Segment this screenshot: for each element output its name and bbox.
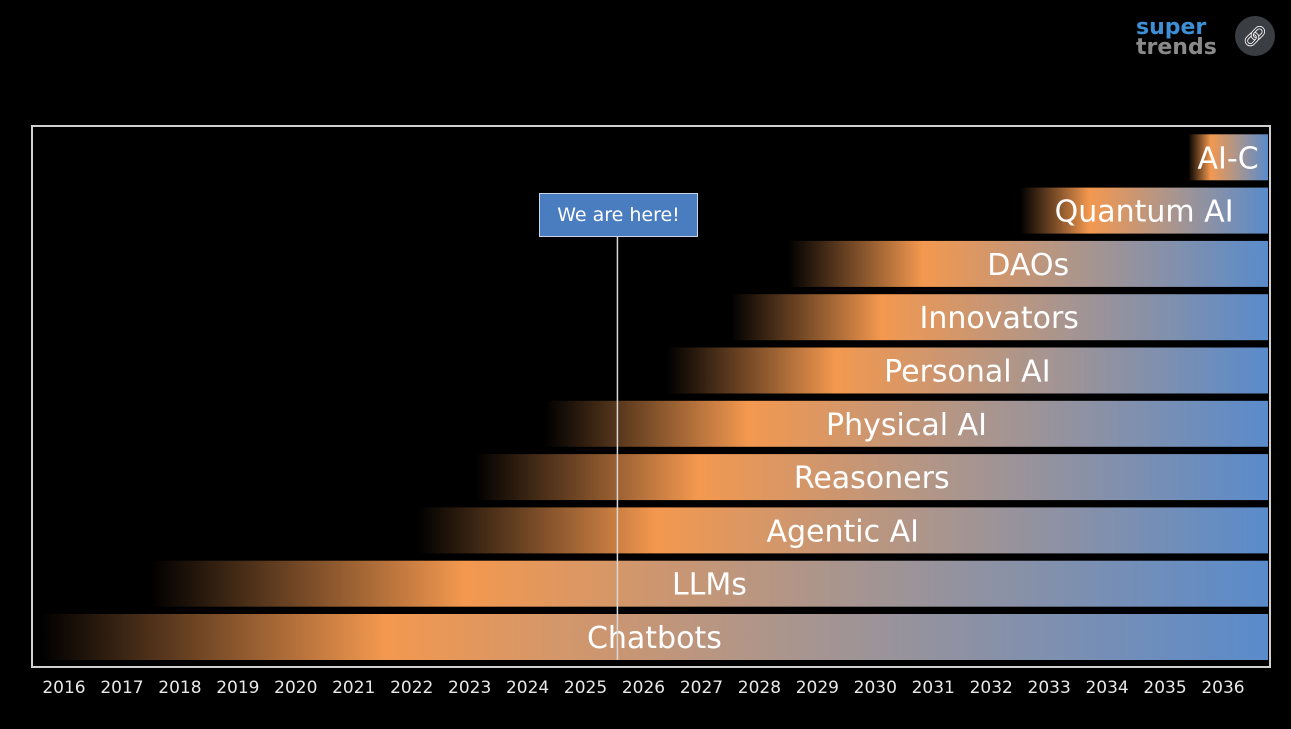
bar-personal-ai	[666, 347, 1268, 394]
bar-label: Physical AI	[826, 408, 987, 443]
logo-line2: trends	[1136, 35, 1217, 60]
bar-label: Agentic AI	[766, 514, 919, 549]
bar-ai-c	[1188, 134, 1268, 181]
bar-label: Reasoners	[794, 461, 950, 496]
bar-label: Innovators	[919, 301, 1078, 336]
bar-label: LLMs	[672, 568, 747, 603]
supertrends-logo: super trends	[1136, 15, 1217, 60]
plot-frame	[31, 125, 1271, 668]
x-tick-label: 2021	[332, 678, 375, 698]
x-tick-label: 2020	[274, 678, 317, 698]
bar-agentic-ai	[417, 507, 1268, 554]
bar-label: DAOs	[987, 248, 1069, 283]
x-tick-label: 2022	[390, 678, 433, 698]
bar-quantum-ai	[1020, 187, 1268, 234]
x-tick-label: 2023	[448, 678, 491, 698]
bar-daos	[788, 240, 1268, 287]
bar-reasoners	[475, 454, 1268, 501]
x-tick-label: 2035	[1143, 678, 1186, 698]
x-tick-label: 2018	[158, 678, 201, 698]
x-tick-label: 2034	[1085, 678, 1128, 698]
x-tick-label: 2031	[912, 678, 955, 698]
bar-chatbots	[40, 614, 1269, 660]
we-are-here-marker: We are here!	[539, 193, 698, 237]
bar-label: AI-C	[1198, 141, 1259, 176]
logo-line1: super	[1136, 15, 1207, 40]
x-tick-label: 2019	[216, 678, 259, 698]
x-tick-label: 2025	[564, 678, 607, 698]
x-tick-label: 2024	[506, 678, 549, 698]
bar-label: Personal AI	[884, 355, 1050, 390]
x-tick-label: 2036	[1201, 678, 1244, 698]
x-tick-label: 2032	[970, 678, 1013, 698]
bar-llms	[150, 560, 1268, 607]
x-tick-label: 2033	[1028, 678, 1071, 698]
x-tick-label: 2017	[100, 678, 143, 698]
bar-label: Quantum AI	[1055, 195, 1234, 230]
link-icon[interactable]: 🔗︎	[1235, 16, 1275, 56]
x-tick-label: 2027	[680, 678, 723, 698]
x-tick-label: 2028	[738, 678, 781, 698]
x-tick-label: 2016	[42, 678, 85, 698]
bar-innovators	[730, 294, 1268, 341]
bar-physical-ai	[544, 400, 1268, 447]
x-tick-label: 2029	[796, 678, 839, 698]
x-tick-label: 2026	[622, 678, 665, 698]
x-tick-label: 2030	[854, 678, 897, 698]
bar-label: Chatbots	[587, 621, 722, 656]
